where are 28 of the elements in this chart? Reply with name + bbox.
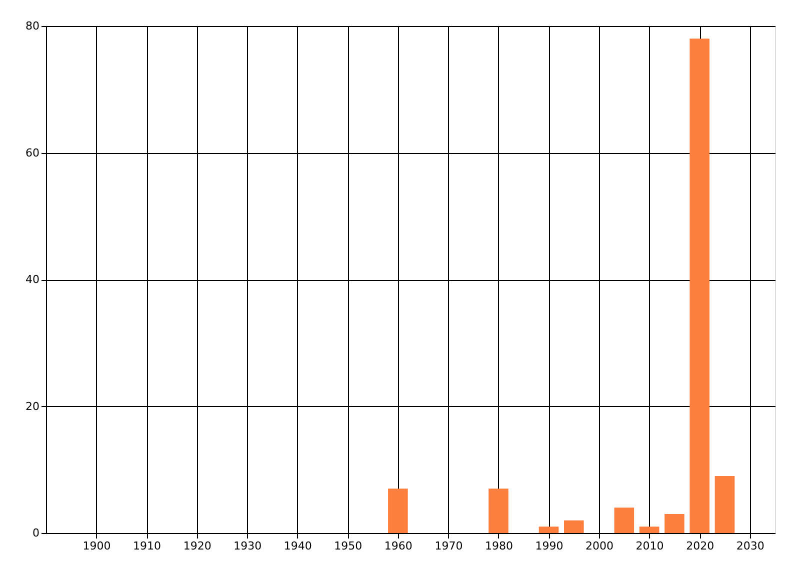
bar bbox=[538, 526, 559, 533]
y-tick-label: 40 bbox=[26, 273, 40, 286]
bar bbox=[690, 38, 710, 533]
x-tick-label: 1960 bbox=[384, 540, 412, 552]
x-tick-label: 2010 bbox=[636, 540, 664, 552]
x-tick-label: 1920 bbox=[183, 540, 212, 552]
x-tick-label: 2000 bbox=[586, 540, 614, 552]
y-tick-label: 0 bbox=[32, 526, 40, 540]
bar bbox=[388, 488, 408, 533]
x-tick-label: 1910 bbox=[133, 540, 162, 552]
y-tick-label: 20 bbox=[26, 400, 40, 413]
x-tick-label: 1990 bbox=[535, 540, 564, 552]
bar bbox=[714, 476, 735, 533]
y-tick-label: 60 bbox=[26, 146, 40, 160]
y-tick-label: 80 bbox=[26, 20, 40, 32]
x-tick-label: 2020 bbox=[686, 540, 714, 552]
bar bbox=[664, 514, 684, 533]
bar bbox=[614, 508, 634, 533]
x-tick-label: 1970 bbox=[434, 540, 463, 552]
bar bbox=[564, 520, 584, 533]
x-tick-label: 2030 bbox=[736, 540, 764, 552]
x-tick-label: 1930 bbox=[234, 540, 262, 552]
bar bbox=[639, 526, 660, 533]
x-tick-label: 1940 bbox=[284, 540, 312, 552]
bar bbox=[488, 488, 508, 533]
x-tick-label: 1950 bbox=[334, 540, 362, 552]
x-tick-label: 1980 bbox=[484, 540, 513, 552]
x-tick-label: 1900 bbox=[82, 540, 111, 552]
